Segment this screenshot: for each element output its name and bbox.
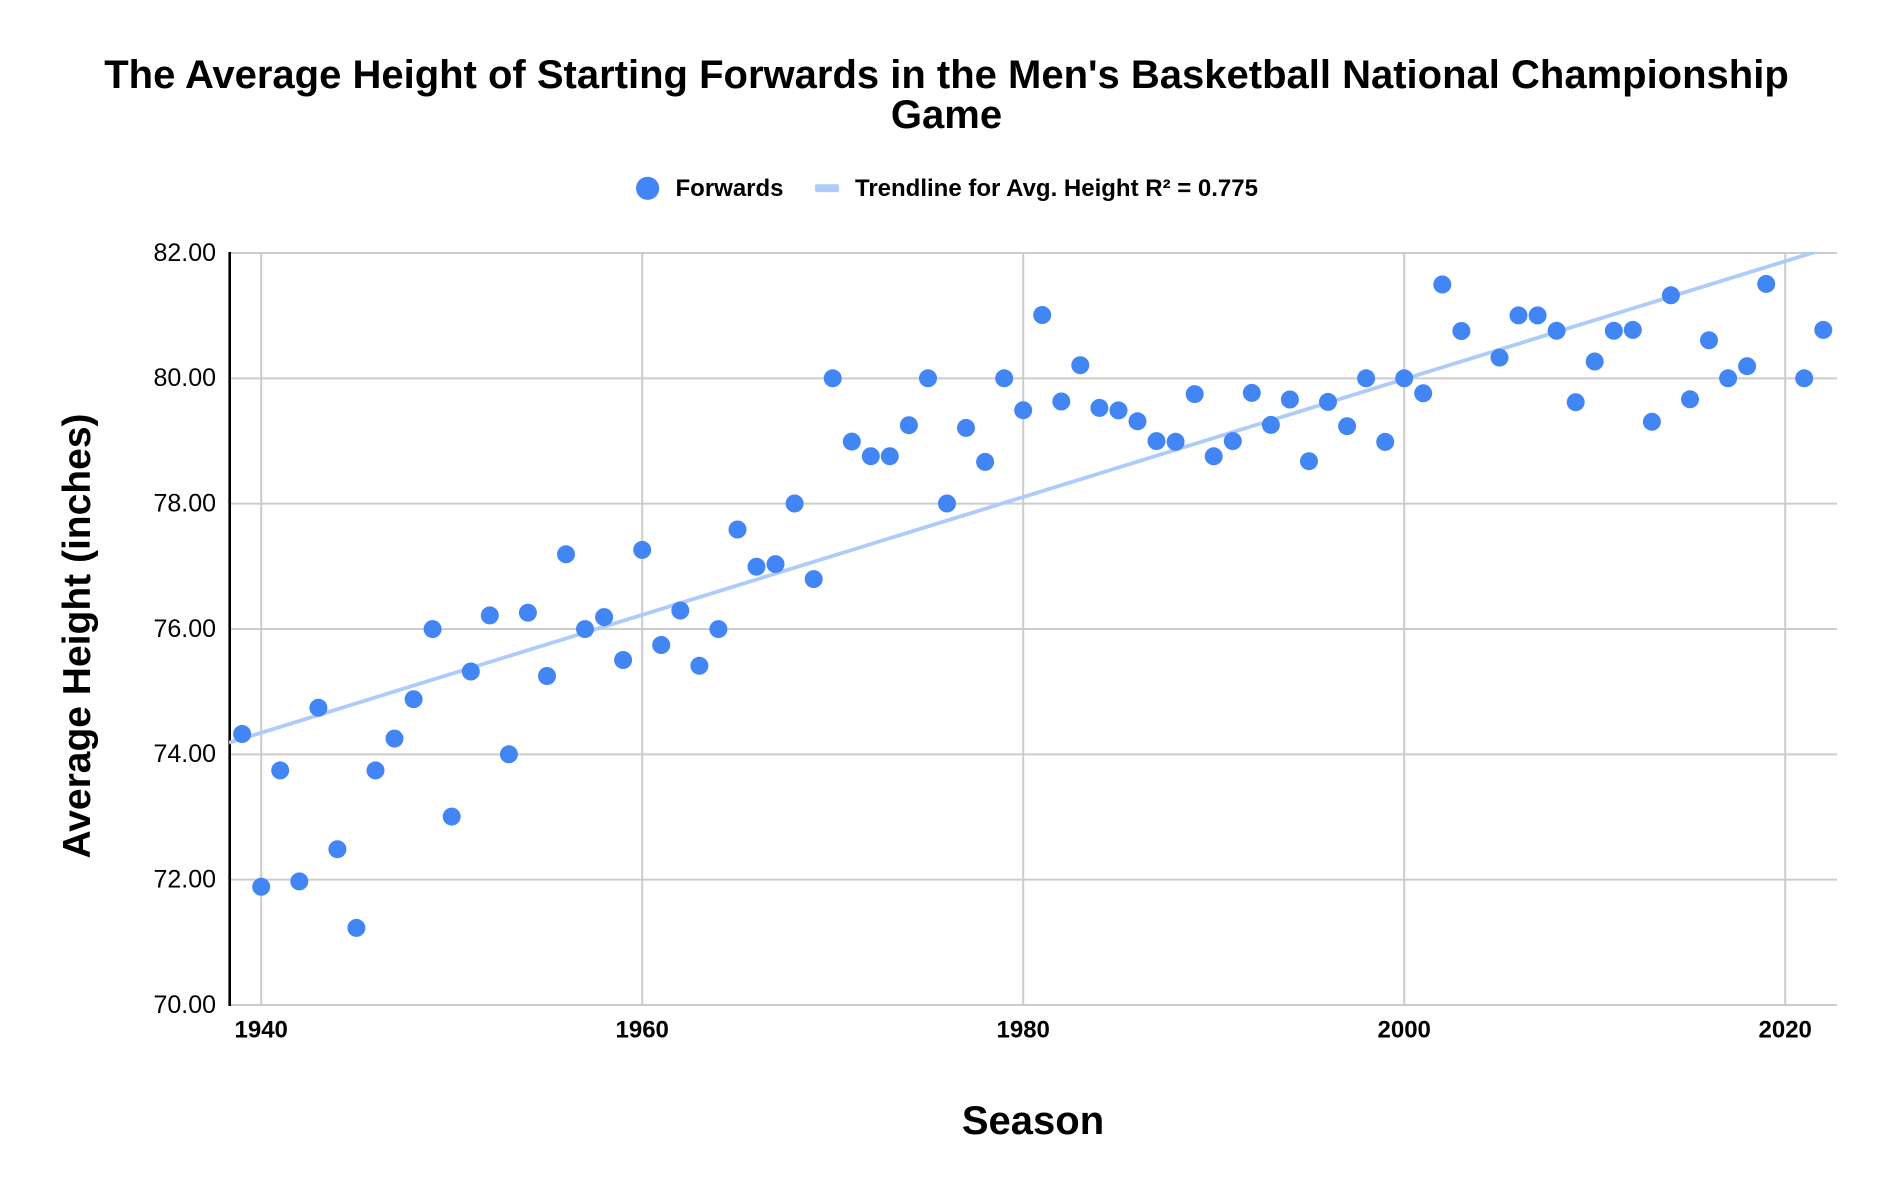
svg-text:76.00: 76.00 — [153, 615, 216, 643]
svg-text:80.00: 80.00 — [153, 364, 216, 392]
svg-text:Trendline for Avg. Height R² =: Trendline for Avg. Height R² = 0.775 — [855, 175, 1258, 202]
svg-text:Forwards: Forwards — [676, 175, 784, 202]
svg-text:70.00: 70.00 — [153, 991, 216, 1019]
svg-text:2020: 2020 — [1759, 1017, 1812, 1044]
svg-text:The Average Height of Starting: The Average Height of Starting Forwards … — [104, 53, 1789, 97]
svg-text:1960: 1960 — [616, 1017, 669, 1044]
svg-text:Game: Game — [891, 93, 1002, 137]
svg-text:78.00: 78.00 — [153, 490, 216, 518]
svg-text:1940: 1940 — [235, 1017, 288, 1044]
svg-text:Average Height (inches): Average Height (inches) — [56, 414, 99, 859]
svg-text:74.00: 74.00 — [153, 740, 216, 768]
svg-text:1980: 1980 — [997, 1017, 1050, 1044]
svg-text:82.00: 82.00 — [153, 239, 216, 267]
svg-text:Season: Season — [962, 1099, 1104, 1143]
svg-text:72.00: 72.00 — [153, 866, 216, 894]
svg-text:2000: 2000 — [1378, 1017, 1431, 1044]
